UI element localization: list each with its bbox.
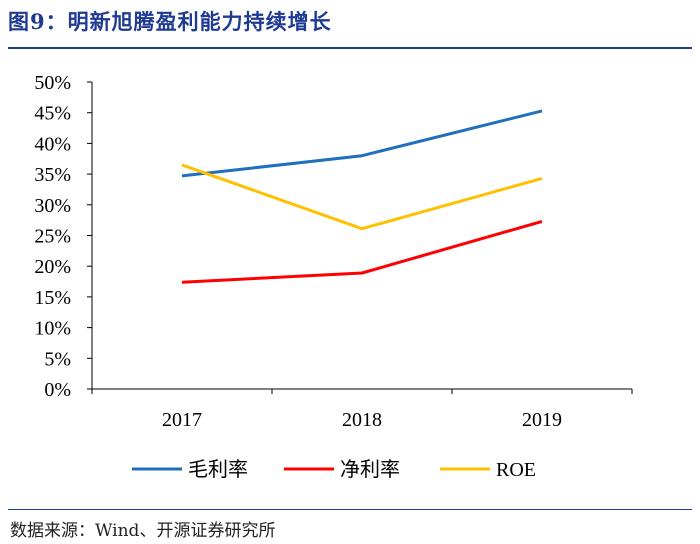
y-tick-label: 40% <box>34 133 71 155</box>
x-tick-label: 2017 <box>162 409 202 431</box>
y-tick-label: 25% <box>34 226 71 248</box>
y-tick-label: 5% <box>44 348 71 370</box>
y-tick-label: 50% <box>34 72 71 94</box>
legend-label: 净利率 <box>340 458 400 481</box>
legend-label: ROE <box>496 459 536 481</box>
y-tick-label: 20% <box>34 256 71 278</box>
series-line-1 <box>181 109 543 178</box>
x-tick-label: 2018 <box>342 409 382 431</box>
title-rule <box>8 47 692 49</box>
source-note: 数据来源：Wind、开源证券研究所 <box>10 521 276 541</box>
y-tick-label: 10% <box>34 318 71 340</box>
line-chart: 0% 5% 10% 15% 20% 25% 30% 35% 40% 45% 50% 2017 2018… <box>34 72 633 481</box>
x-tick-label: 2019 <box>522 409 562 431</box>
y-tick-label: 15% <box>34 287 71 309</box>
y-tick-label: 35% <box>34 164 71 186</box>
y-tick-label: 0% <box>44 379 71 401</box>
series-line-3 <box>181 163 543 231</box>
legend: 毛利率 净利率 ROE <box>132 458 536 481</box>
y-ticks: 0% 5% 10% 15% 20% 25% 30% 35% 40% 45% 50% <box>34 72 92 401</box>
series-line-2 <box>181 219 543 284</box>
y-tick-label: 30% <box>34 195 71 217</box>
series-lines <box>181 109 543 284</box>
x-ticks: 2017 2018 2019 <box>91 389 633 431</box>
source-rule <box>8 509 692 510</box>
y-tick-label: 45% <box>34 103 71 125</box>
figure-title: 图9：明新旭腾盈利能力持续增长 <box>8 9 332 34</box>
legend-label: 毛利率 <box>188 458 248 481</box>
